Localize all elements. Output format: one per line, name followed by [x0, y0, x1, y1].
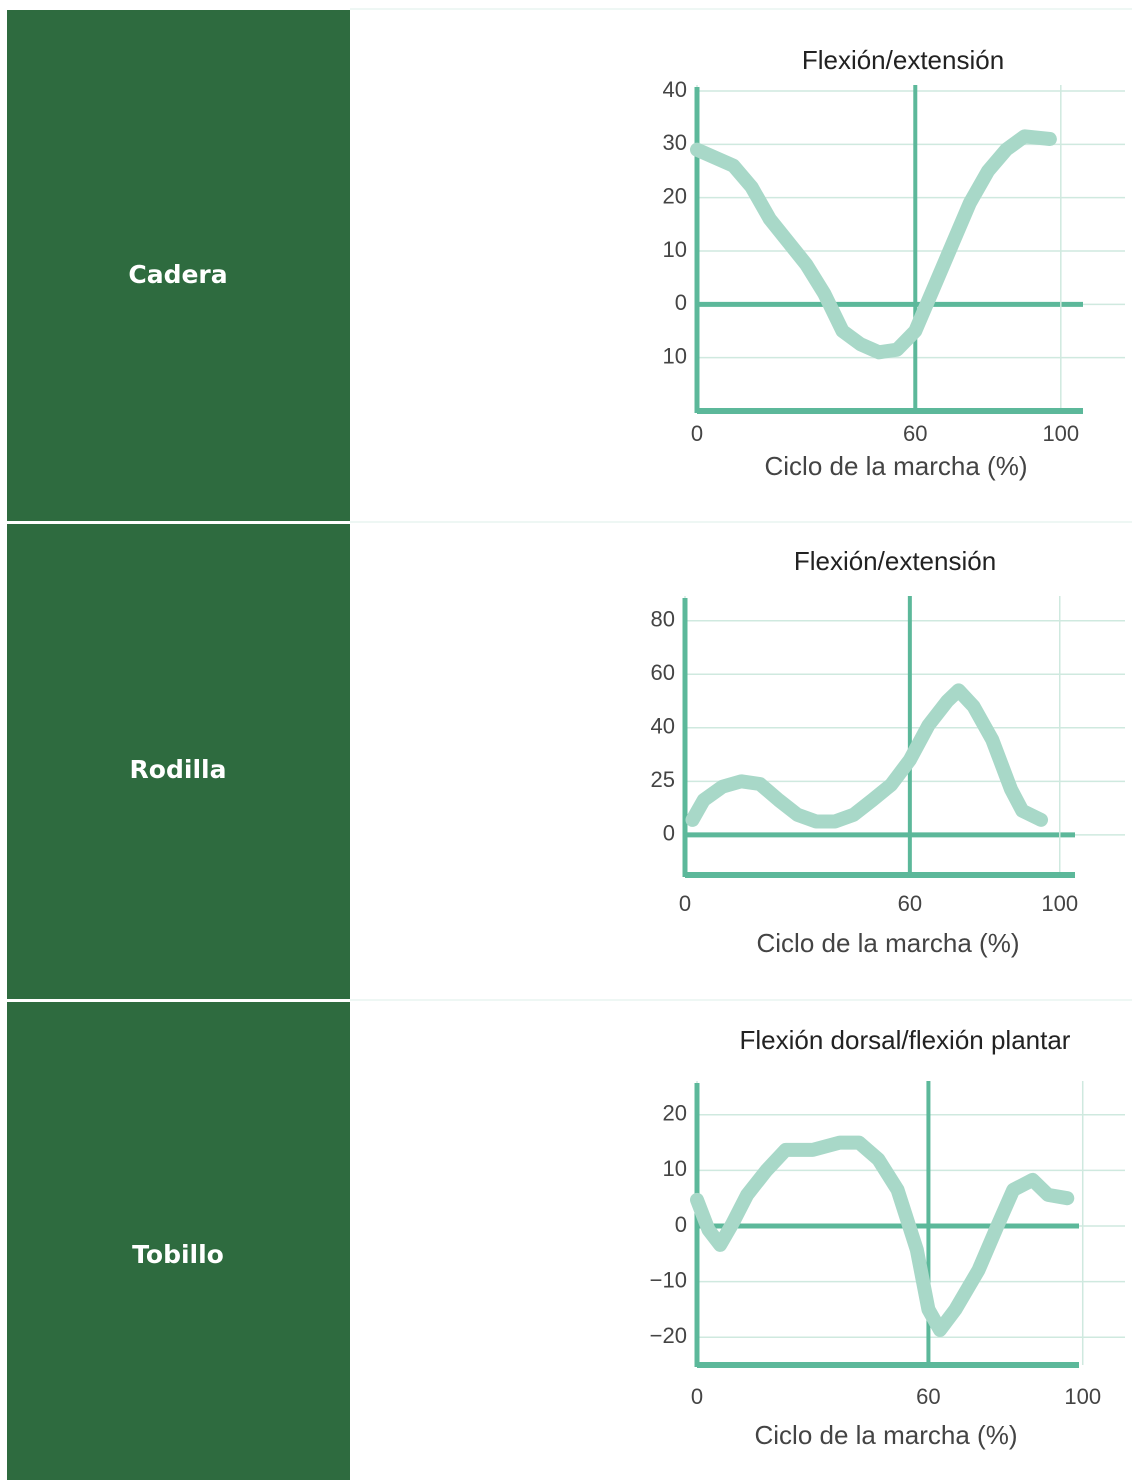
x-tick-label: 100	[1042, 421, 1079, 446]
x-tick-label: 60	[898, 891, 922, 916]
y-tick-label: 20	[663, 183, 687, 208]
row-label: Rodilla	[130, 755, 227, 784]
x-tick-label: 0	[691, 1384, 703, 1409]
row-header	[7, 524, 350, 999]
y-tick-label: 0	[675, 290, 687, 315]
y-tick-label: 0	[663, 821, 675, 846]
y-tick-label: 40	[663, 77, 687, 102]
y-tick-label: −10	[650, 1267, 687, 1292]
chart-title: Flexión/extensión	[802, 45, 1004, 75]
x-axis-label: Ciclo de la marcha (%)	[765, 451, 1028, 481]
y-tick-label: 80	[651, 607, 675, 632]
y-tick-label: −20	[650, 1323, 687, 1348]
y-tick-label: 25	[651, 767, 675, 792]
x-tick-label: 60	[903, 421, 927, 446]
y-tick-label: 60	[651, 660, 675, 685]
y-tick-label: 40	[651, 714, 675, 739]
y-tick-label: 10	[663, 343, 687, 368]
x-axis-label: Ciclo de la marcha (%)	[755, 1420, 1018, 1450]
y-tick-label: 0	[675, 1212, 687, 1237]
row-label: Cadera	[128, 260, 227, 289]
row-header	[7, 1002, 350, 1480]
x-axis-label: Ciclo de la marcha (%)	[757, 928, 1020, 958]
data-line	[690, 1135, 1075, 1337]
data-line	[685, 683, 1049, 829]
x-tick-label: 0	[691, 421, 703, 446]
data-line	[690, 129, 1057, 360]
chart-title: Flexión/extensión	[794, 546, 996, 576]
x-tick-label: 100	[1041, 891, 1078, 916]
chart-title: Flexión dorsal/flexión plantar	[740, 1025, 1071, 1055]
row-label: Tobillo	[132, 1240, 224, 1269]
y-tick-label: 30	[663, 130, 687, 155]
y-tick-label: 10	[663, 237, 687, 262]
y-tick-label: 20	[663, 1101, 687, 1126]
y-tick-label: 10	[663, 1156, 687, 1181]
x-tick-label: 100	[1064, 1384, 1101, 1409]
x-tick-label: 0	[679, 891, 691, 916]
x-tick-label: 60	[916, 1384, 940, 1409]
row-header	[7, 10, 350, 521]
